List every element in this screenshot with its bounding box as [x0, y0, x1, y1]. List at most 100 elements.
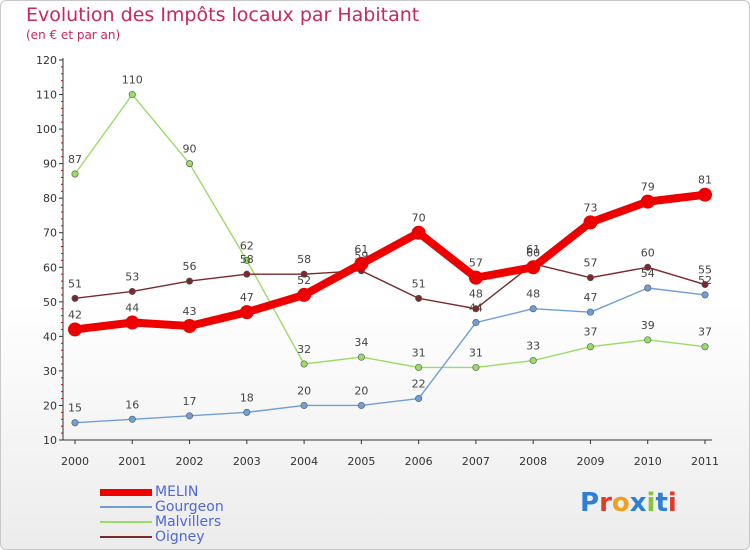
- data-label-gourgeon: 18: [240, 391, 254, 404]
- data-label-oigney: 51: [412, 277, 426, 290]
- data-label-melin: 43: [183, 305, 197, 318]
- logo-letter: x: [629, 488, 647, 518]
- data-point-gourgeon: [701, 291, 709, 299]
- x-tick-label: 2009: [576, 455, 604, 468]
- data-label-melin: 44: [125, 302, 139, 315]
- data-point-malvillers: [701, 343, 709, 351]
- data-label-malvillers: 110: [122, 74, 143, 87]
- x-tick-label: 2010: [634, 455, 662, 468]
- data-label-oigney: 57: [583, 257, 597, 270]
- y-tick-label: 30: [43, 365, 57, 378]
- data-label-gourgeon: 16: [125, 398, 139, 411]
- data-label-melin: 70: [412, 212, 426, 225]
- data-point-gourgeon: [644, 284, 652, 292]
- data-label-gourgeon: 15: [68, 402, 82, 415]
- data-label-gourgeon: 54: [641, 267, 655, 280]
- x-tick-label: 2007: [462, 455, 490, 468]
- data-label-melin: 57: [469, 257, 483, 270]
- legend-swatch-gourgeon: [100, 506, 152, 508]
- data-label-gourgeon: 20: [354, 384, 368, 397]
- legend-label-malvillers: Malvillers: [155, 514, 222, 530]
- y-tick-label: 20: [43, 399, 57, 412]
- data-point-gourgeon: [300, 401, 308, 409]
- data-point-malvillers: [243, 256, 251, 264]
- x-tick-label: 2008: [519, 455, 547, 468]
- data-label-melin: 42: [68, 308, 82, 321]
- x-tick-label: 2001: [118, 455, 146, 468]
- data-label-melin: 52: [297, 274, 311, 287]
- data-label-gourgeon: 20: [297, 384, 311, 397]
- data-point-gourgeon: [71, 419, 79, 427]
- data-label-oigney: 55: [698, 264, 712, 277]
- data-point-gourgeon: [529, 305, 537, 313]
- data-label-oigney: 48: [469, 288, 483, 301]
- data-label-malvillers: 90: [183, 143, 197, 156]
- proxiti-logo: Proxiti: [580, 488, 677, 518]
- data-label-gourgeon: 48: [526, 288, 540, 301]
- data-label-melin: 47: [240, 291, 254, 304]
- y-tick-label: 110: [36, 89, 57, 102]
- series-line-gourgeon: [74, 287, 706, 424]
- data-point-gourgeon: [586, 308, 594, 316]
- series-line-malvillers: [74, 93, 706, 369]
- data-label-gourgeon: 47: [583, 291, 597, 304]
- data-point-gourgeon: [128, 415, 136, 423]
- data-point-malvillers: [186, 160, 194, 168]
- data-point-gourgeon: [472, 319, 480, 327]
- data-label-gourgeon: 22: [412, 378, 426, 391]
- data-label-melin: 73: [583, 201, 597, 214]
- legend-swatch-oigney: [100, 536, 152, 538]
- data-point-malvillers: [415, 363, 423, 371]
- legend-label-melin: MELIN: [155, 484, 199, 500]
- data-label-malvillers: 34: [354, 336, 368, 349]
- logo-text: Proxiti: [580, 488, 677, 518]
- data-point-malvillers: [357, 353, 365, 361]
- data-point-melin: [68, 322, 82, 337]
- x-tick-label: 2002: [176, 455, 204, 468]
- data-point-malvillers: [529, 357, 537, 365]
- data-label-malvillers: 31: [469, 346, 483, 359]
- data-point-melin: [640, 194, 655, 209]
- data-point-malvillers: [586, 343, 594, 351]
- data-point-oigney: [71, 294, 79, 302]
- data-point-melin: [297, 287, 312, 302]
- data-label-malvillers: 37: [583, 326, 597, 339]
- data-point-oigney: [128, 287, 136, 295]
- data-point-gourgeon: [243, 408, 251, 416]
- logo-letter: i: [667, 488, 677, 518]
- data-label-melin: 60: [526, 246, 540, 259]
- y-tick-label: 40: [43, 330, 57, 343]
- legend-swatch-melin: [100, 489, 152, 496]
- data-label-malvillers: 39: [641, 319, 655, 332]
- x-tick-label: 2003: [233, 455, 261, 468]
- data-label-oigney: 53: [125, 270, 139, 283]
- data-point-melin: [583, 215, 598, 230]
- y-tick-label: 80: [43, 192, 57, 205]
- series-line-melin: [71, 190, 709, 334]
- data-point-oigney: [701, 281, 709, 289]
- x-tick-label: 2004: [290, 455, 318, 468]
- data-label-malvillers: 37: [698, 326, 712, 339]
- x-tick-label: 2005: [347, 455, 375, 468]
- data-point-malvillers: [472, 363, 480, 371]
- x-tick-label: 2006: [405, 455, 433, 468]
- data-point-oigney: [243, 270, 251, 278]
- data-label-malvillers: 33: [526, 340, 540, 353]
- y-tick-label: 120: [36, 54, 57, 67]
- logo-letter: o: [611, 488, 630, 518]
- y-tick-label: 10: [43, 434, 57, 447]
- data-label-melin: 61: [354, 243, 368, 256]
- data-point-oigney: [644, 263, 652, 271]
- data-label-melin: 81: [698, 174, 712, 187]
- y-tick-label: 100: [36, 123, 57, 136]
- data-label-gourgeon: 17: [183, 395, 197, 408]
- data-point-gourgeon: [357, 401, 365, 409]
- data-point-melin: [526, 260, 541, 275]
- legend-label-gourgeon: Gourgeon: [155, 499, 224, 515]
- chart-subtitle: (en € et par an): [26, 28, 121, 42]
- data-point-melin: [125, 315, 140, 330]
- data-point-melin: [239, 305, 254, 320]
- data-point-oigney: [586, 274, 594, 282]
- data-point-malvillers: [300, 360, 308, 368]
- data-point-malvillers: [71, 170, 79, 178]
